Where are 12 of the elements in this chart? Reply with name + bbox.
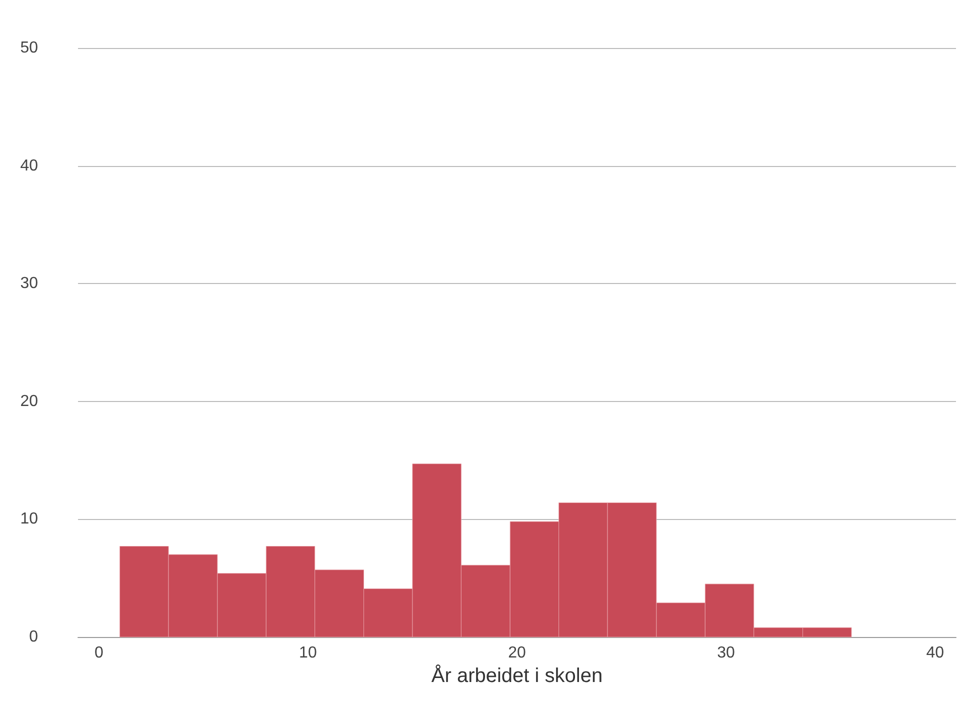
y-tick-label: 0 xyxy=(29,628,38,646)
x-tick-label: 30 xyxy=(717,644,736,662)
x-tick-label: 20 xyxy=(508,644,526,662)
y-tick-label: 50 xyxy=(20,40,38,56)
y-tick-label: 20 xyxy=(20,392,38,410)
x-tick-label: 40 xyxy=(926,644,944,662)
y-tick-label: 10 xyxy=(20,510,38,528)
y-tick-label: 40 xyxy=(20,157,38,174)
y-tick-label: 30 xyxy=(20,275,38,292)
x-tick-label: 10 xyxy=(299,644,317,662)
x-axis-title: År arbeidet i skolen xyxy=(431,664,603,687)
x-tick-label: 0 xyxy=(94,644,104,662)
